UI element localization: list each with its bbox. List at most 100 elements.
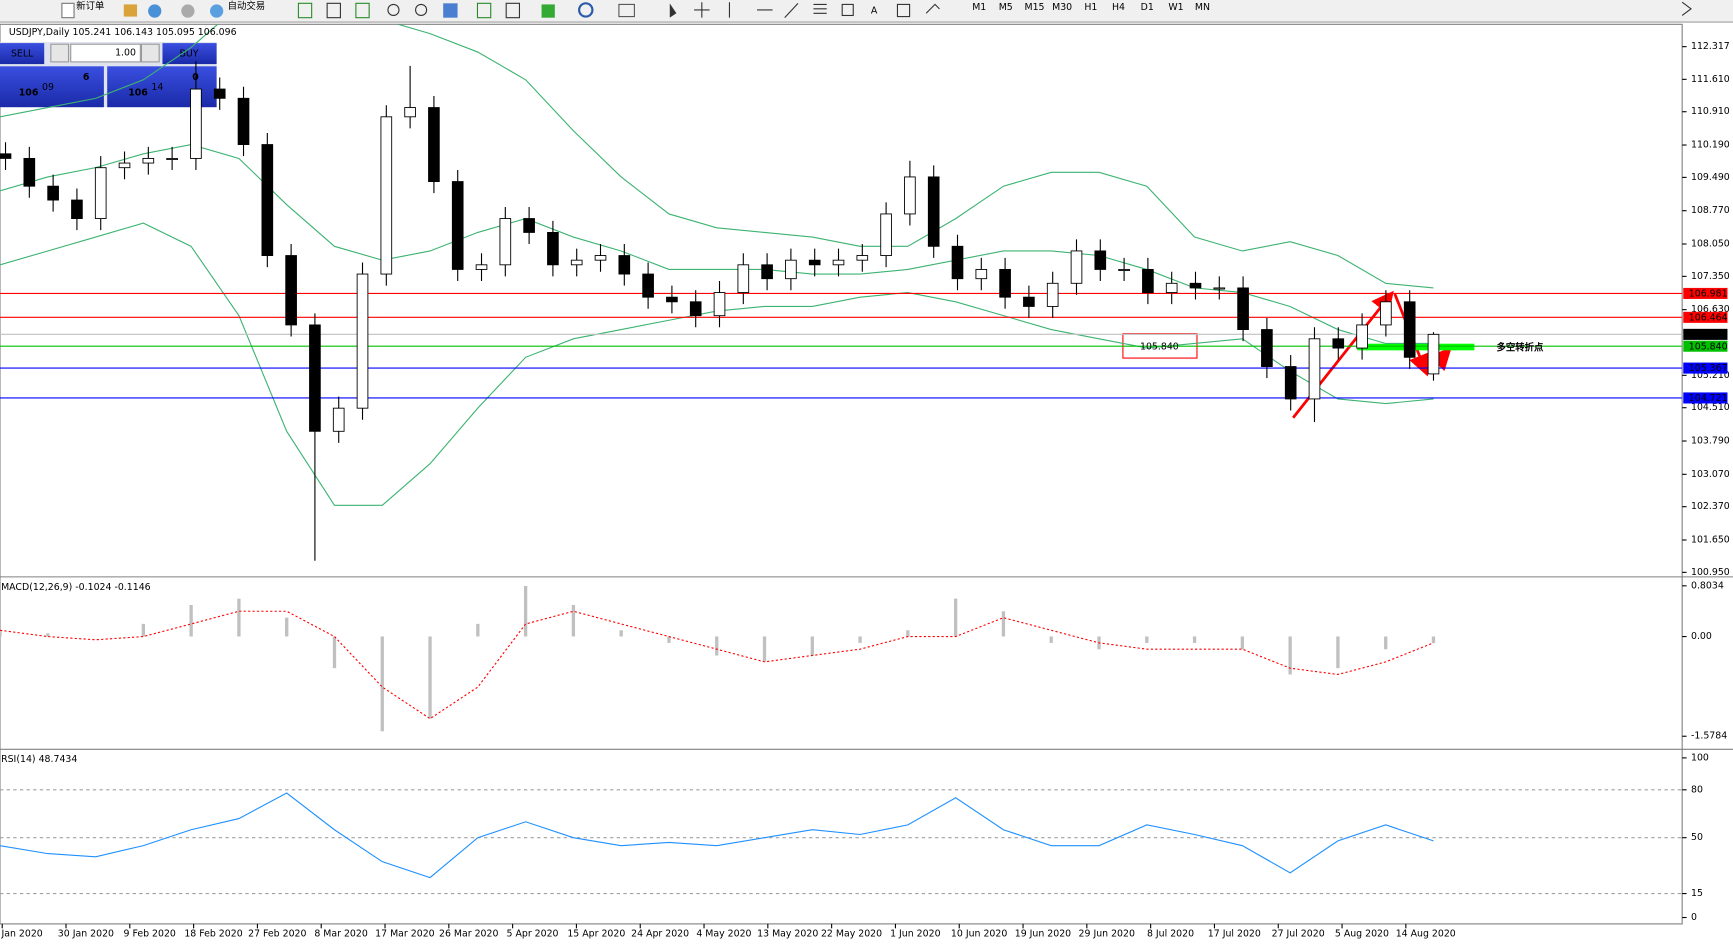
line-series xyxy=(0,24,1434,289)
price-main: 09 xyxy=(42,82,54,93)
timeframe[interactable]: M5 xyxy=(999,2,1013,13)
candle-body xyxy=(1237,287,1249,330)
candle-body xyxy=(1284,366,1297,400)
icon[interactable] xyxy=(841,3,854,17)
date-label: 29 Jun 2020 xyxy=(1079,928,1135,939)
price-big: 106 xyxy=(128,87,148,98)
timeframe[interactable]: D1 xyxy=(1141,2,1154,13)
new-order[interactable]: 新订单 xyxy=(76,0,104,12)
icon[interactable] xyxy=(123,4,138,17)
price-level-label: 106.096 xyxy=(1689,329,1728,340)
date-label: 15 Apr 2020 xyxy=(567,928,625,939)
icon[interactable] xyxy=(443,3,458,18)
icon[interactable]: A xyxy=(871,6,878,17)
candle-body xyxy=(71,199,83,219)
turning-point-note: 多空转折点 xyxy=(1496,342,1544,354)
candle-body xyxy=(404,107,416,118)
timeframe[interactable]: M15 xyxy=(1024,2,1044,13)
timeframe[interactable]: W1 xyxy=(1168,2,1183,13)
icon[interactable] xyxy=(896,3,911,18)
candle-body xyxy=(1142,268,1154,293)
candle-body xyxy=(951,245,964,280)
candle-body xyxy=(761,264,773,280)
timeframe[interactable]: H1 xyxy=(1084,2,1097,13)
icon[interactable] xyxy=(476,2,492,19)
candle-body xyxy=(1023,296,1035,307)
icon[interactable] xyxy=(669,3,677,18)
buy-button[interactable] xyxy=(162,43,217,65)
icon[interactable] xyxy=(1681,1,1692,16)
header-part: 106.143 xyxy=(114,27,153,38)
date-label: 19 Jun 2020 xyxy=(1015,928,1071,939)
header-part: 105.095 xyxy=(156,27,195,38)
y-tick-label: 0 xyxy=(1691,912,1697,923)
sell-label[interactable]: SELL xyxy=(11,49,34,60)
candle-body xyxy=(832,259,845,266)
panel-header: RSI(14) 48.7434 xyxy=(1,754,77,765)
y-tick-label: 110.910 xyxy=(1691,106,1730,117)
lots[interactable]: 1.00 xyxy=(115,48,136,59)
lots-down[interactable] xyxy=(50,43,70,63)
candle-body xyxy=(475,264,488,270)
header-part: -0.1024 xyxy=(75,581,111,592)
icon[interactable] xyxy=(578,2,594,18)
y-tick-label: 105.210 xyxy=(1691,370,1730,381)
icon[interactable] xyxy=(813,3,827,14)
icon[interactable] xyxy=(925,3,940,14)
date-label: 5 Apr 2020 xyxy=(507,928,559,939)
candle-body xyxy=(1094,250,1107,270)
icon[interactable] xyxy=(326,2,341,19)
sell-button[interactable] xyxy=(0,43,45,65)
y-tick-label: 109.490 xyxy=(1691,172,1730,183)
icon[interactable] xyxy=(541,4,555,18)
timeframe[interactable]: MN xyxy=(1195,2,1210,13)
price-small: 6 xyxy=(83,72,90,83)
icon[interactable] xyxy=(181,4,195,18)
icon[interactable] xyxy=(355,2,370,19)
header-part: USDJPY,Daily xyxy=(9,27,70,38)
icon[interactable] xyxy=(505,2,521,19)
auto-trading[interactable]: 自动交易 xyxy=(228,0,266,12)
candle-body xyxy=(1165,282,1178,293)
price-big: 106 xyxy=(19,87,39,98)
candle-body xyxy=(856,255,869,261)
candle-body xyxy=(666,296,678,303)
candle-body xyxy=(1308,338,1321,400)
header-part: 105.241 xyxy=(73,27,112,38)
icon[interactable] xyxy=(61,2,75,19)
date-label: 10 Jun 2020 xyxy=(951,928,1007,939)
icon[interactable] xyxy=(728,2,799,19)
icon[interactable] xyxy=(297,2,313,19)
icon[interactable] xyxy=(694,2,710,18)
candle-body xyxy=(1189,282,1202,289)
panel-header: MACD(12,26,9) -0.1024 -0.1146 xyxy=(1,581,151,592)
buy-label[interactable]: BUY xyxy=(179,49,198,60)
icon[interactable] xyxy=(209,4,224,18)
candle-body xyxy=(451,181,464,270)
candle-body xyxy=(166,157,178,160)
y-tick-label: 108.050 xyxy=(1691,238,1730,249)
candle-body xyxy=(904,176,916,215)
y-tick-label: 0.8034 xyxy=(1691,580,1724,591)
icon[interactable] xyxy=(618,3,635,18)
candle-body xyxy=(428,107,440,183)
timeframe[interactable]: M30 xyxy=(1052,2,1072,13)
one-click-trading xyxy=(0,41,217,108)
icon[interactable] xyxy=(415,3,428,17)
y-tick-label: 111.610 xyxy=(1691,74,1730,85)
date-label: 17 Mar 2020 xyxy=(375,928,434,939)
candle-body xyxy=(47,185,59,201)
date-label: 30 Jan 2020 xyxy=(58,928,114,939)
icon[interactable] xyxy=(148,4,162,18)
y-tick-label: -1.5784 xyxy=(1691,731,1727,742)
timeframe[interactable]: H4 xyxy=(1112,2,1125,13)
line-series xyxy=(0,610,1434,720)
lots-up[interactable] xyxy=(140,43,160,63)
date-label: 8 Jul 2020 xyxy=(1147,928,1194,939)
candle-body xyxy=(213,88,226,99)
y-tick-label: 100.950 xyxy=(1691,567,1730,578)
icon[interactable] xyxy=(387,3,400,17)
timeframe[interactable]: M1 xyxy=(972,2,986,13)
y-tick-label: 80 xyxy=(1691,784,1703,795)
lots-input[interactable] xyxy=(70,43,141,63)
